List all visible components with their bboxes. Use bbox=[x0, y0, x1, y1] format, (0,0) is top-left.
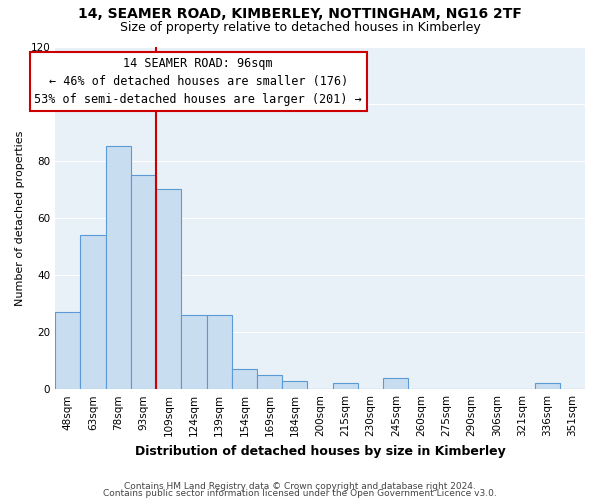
Bar bbox=[257, 375, 282, 389]
Bar bbox=[106, 146, 131, 389]
Bar bbox=[535, 384, 560, 389]
Bar bbox=[332, 384, 358, 389]
Bar bbox=[80, 235, 106, 389]
Bar bbox=[232, 369, 257, 389]
Text: Size of property relative to detached houses in Kimberley: Size of property relative to detached ho… bbox=[119, 21, 481, 34]
Bar bbox=[55, 312, 80, 389]
X-axis label: Distribution of detached houses by size in Kimberley: Distribution of detached houses by size … bbox=[135, 444, 505, 458]
Bar bbox=[206, 315, 232, 389]
Text: Contains public sector information licensed under the Open Government Licence v3: Contains public sector information licen… bbox=[103, 489, 497, 498]
Bar bbox=[156, 190, 181, 389]
Bar bbox=[282, 380, 307, 389]
Bar bbox=[383, 378, 409, 389]
Bar bbox=[131, 175, 156, 389]
Text: 14, SEAMER ROAD, KIMBERLEY, NOTTINGHAM, NG16 2TF: 14, SEAMER ROAD, KIMBERLEY, NOTTINGHAM, … bbox=[78, 8, 522, 22]
Bar bbox=[181, 315, 206, 389]
Y-axis label: Number of detached properties: Number of detached properties bbox=[15, 130, 25, 306]
Text: Contains HM Land Registry data © Crown copyright and database right 2024.: Contains HM Land Registry data © Crown c… bbox=[124, 482, 476, 491]
Text: 14 SEAMER ROAD: 96sqm
← 46% of detached houses are smaller (176)
53% of semi-det: 14 SEAMER ROAD: 96sqm ← 46% of detached … bbox=[34, 57, 362, 106]
